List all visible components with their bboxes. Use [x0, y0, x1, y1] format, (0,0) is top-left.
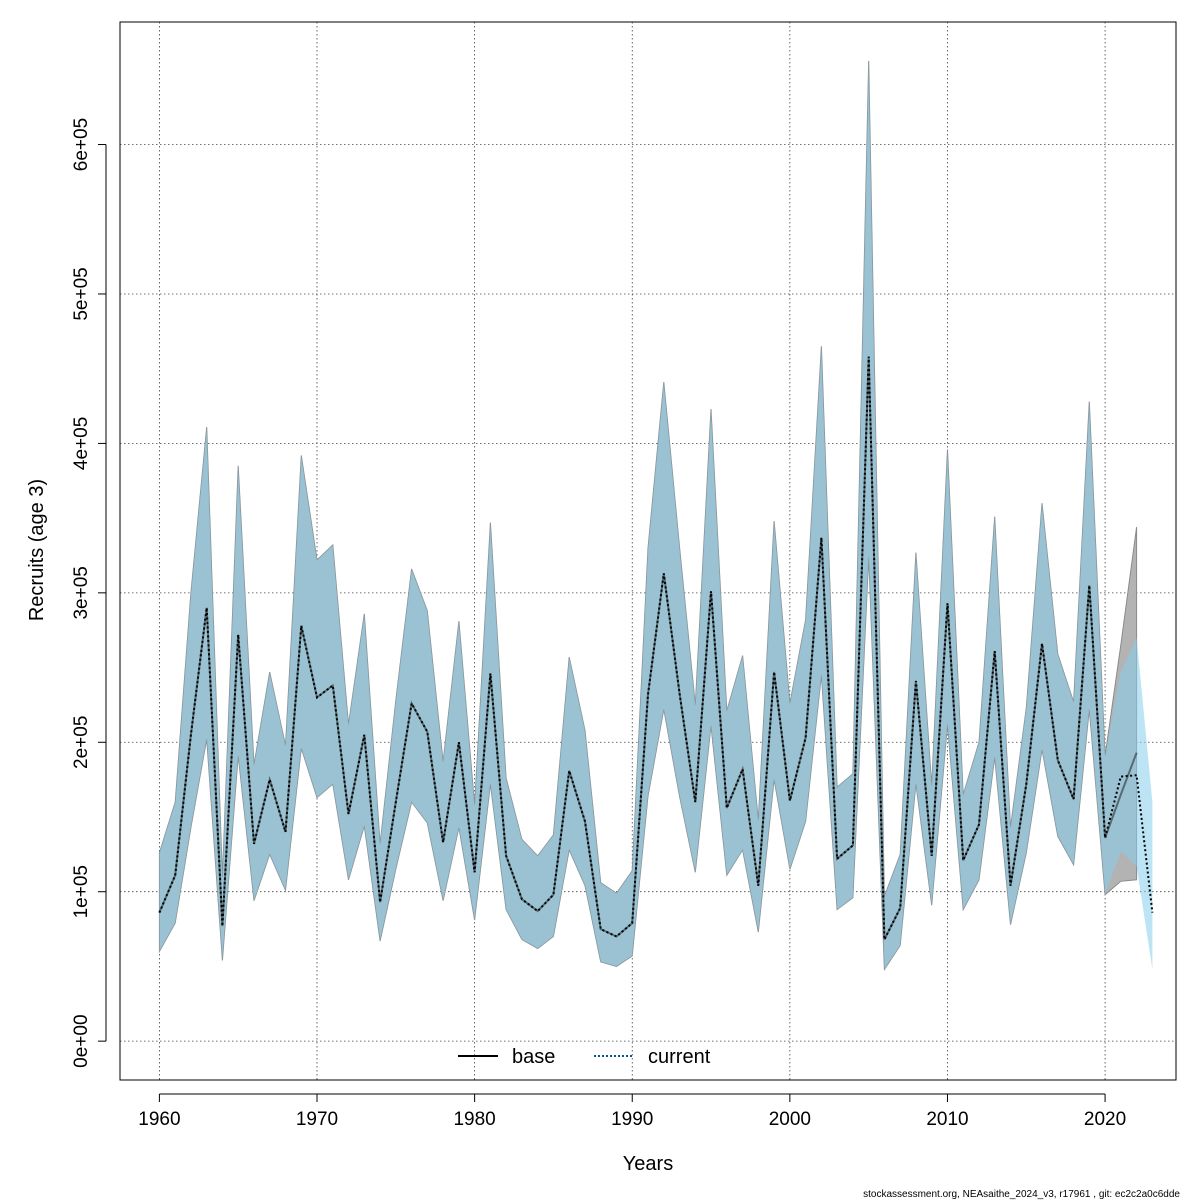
axes: 1960 1970 1980 1990 2000 2010 2020 0e+00 1e+05 2e… — [71, 118, 1126, 1130]
x-tick-label: 1970 — [296, 1109, 338, 1130]
x-tick-label: 2000 — [769, 1109, 811, 1130]
y-tick-label: 5e+05 — [71, 267, 92, 320]
x-tick-label: 1980 — [453, 1109, 495, 1130]
x-axis-title: Years — [623, 1153, 673, 1175]
y-tick-label: 6e+05 — [71, 118, 92, 171]
y-axis-title: Recruits (age 3) — [26, 479, 48, 621]
y-tick-label: 1e+05 — [71, 865, 92, 918]
x-tick-label: 2010 — [926, 1109, 968, 1130]
legend-base-label: base — [512, 1046, 555, 1068]
y-tick-label: 4e+05 — [71, 417, 92, 470]
y-tick-label: 2e+05 — [71, 716, 92, 769]
x-tick-label: 1960 — [138, 1109, 180, 1130]
legend: base current — [458, 1046, 711, 1068]
legend-current-label: current — [648, 1046, 711, 1068]
y-tick-label: 3e+05 — [71, 566, 92, 619]
current-confidence-band — [159, 60, 1153, 970]
x-tick-label: 1990 — [611, 1109, 653, 1130]
plot-frame — [119, 21, 1177, 1081]
x-tick-label: 2020 — [1084, 1109, 1126, 1130]
confidence-bands — [158, 60, 1153, 971]
grid — [120, 22, 1176, 1080]
y-tick-label: 0e+00 — [71, 1014, 92, 1067]
footer-credit: stockassessment.org, NEAsaithe_2024_v3, … — [863, 1189, 1180, 1200]
series-lines — [158, 356, 1154, 940]
